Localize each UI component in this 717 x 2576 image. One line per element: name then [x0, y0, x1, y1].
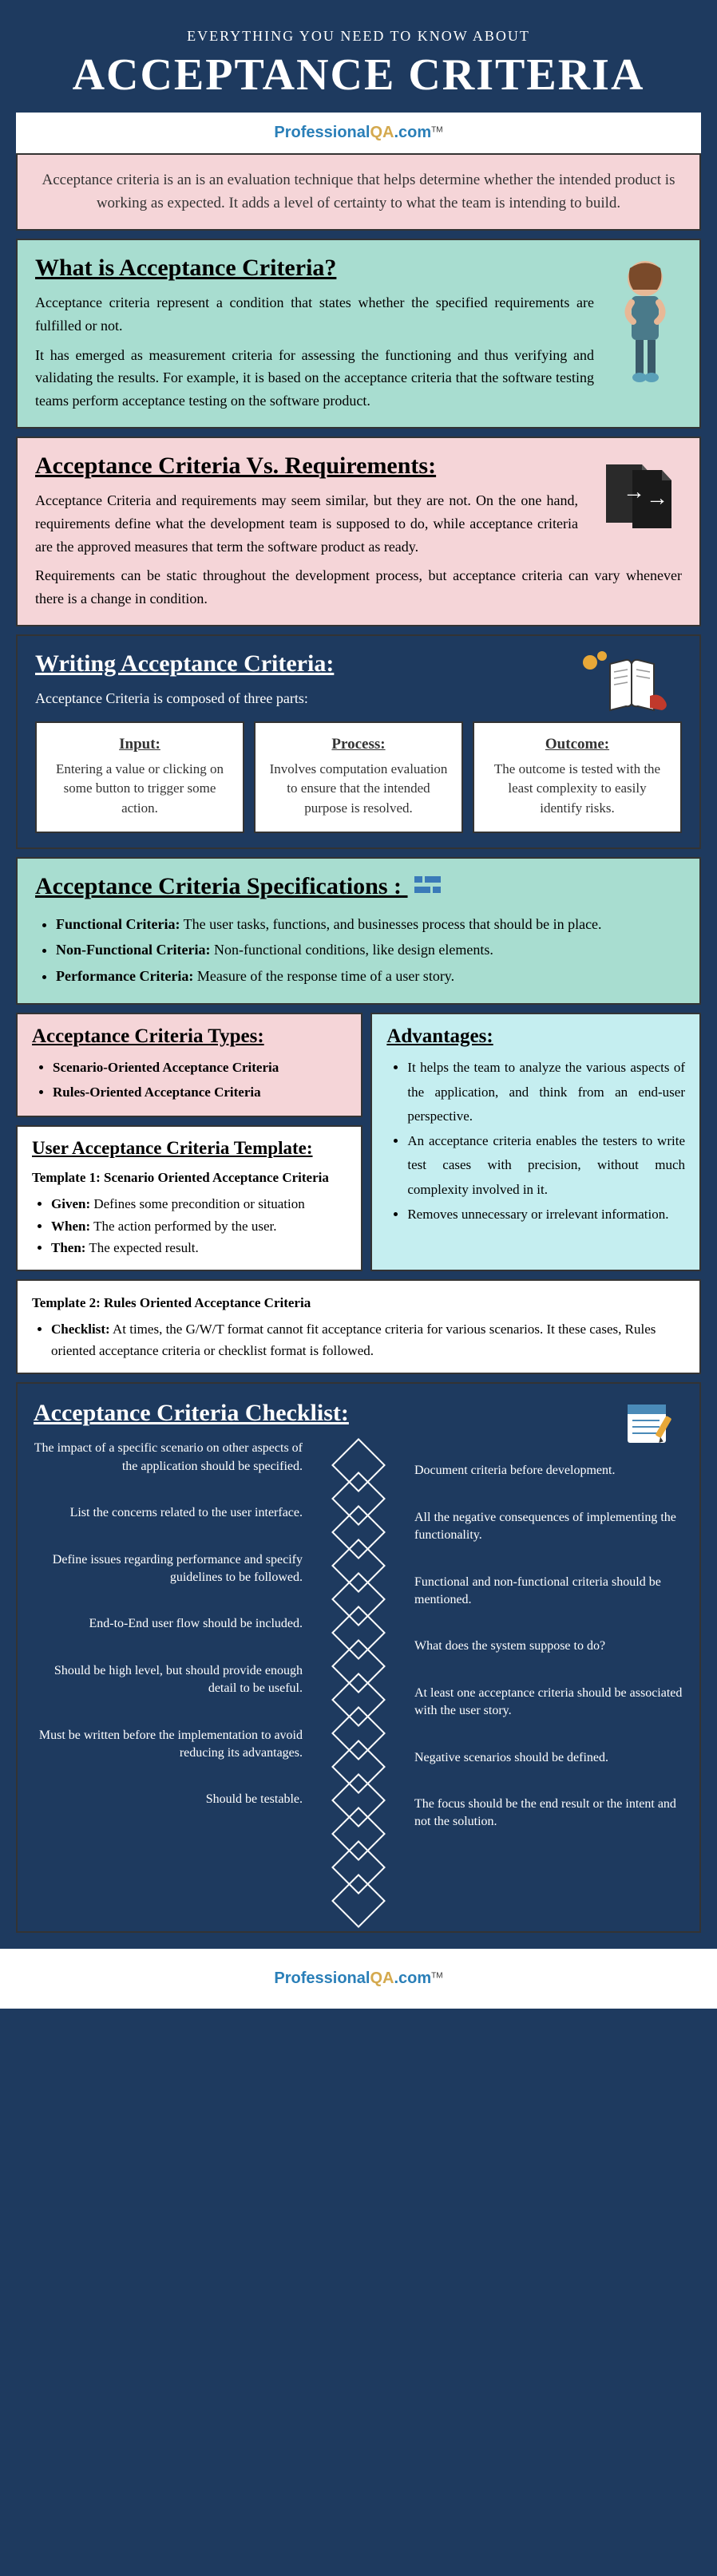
logo-bottom: ProfessionalQA.comTM	[11, 1960, 706, 1997]
s6-list: It helps the team to analyze the various…	[386, 1056, 685, 1227]
intro-box: Acceptance criteria is an is an evaluati…	[16, 153, 701, 231]
s2-title: Acceptance Criteria Vs. Requirements:	[35, 452, 682, 480]
checklist-item: Functional and non-functional criteria s…	[414, 1574, 683, 1610]
section-specifications: Acceptance Criteria Specifications : Fun…	[16, 857, 701, 1005]
checklist-item: Should be high level, but should provide…	[34, 1662, 303, 1698]
section-types: Acceptance Criteria Types: Scenario-Orie…	[16, 1013, 362, 1117]
box-outcome-t: The outcome is tested with the least com…	[487, 760, 667, 819]
s1-title: What is Acceptance Criteria?	[35, 255, 682, 282]
header: EVERYTHING YOU NEED TO KNOW ABOUT ACCEPT…	[16, 16, 701, 113]
s7-t1-item: Given: Defines some precondition or situ…	[51, 1193, 347, 1215]
checklist-item: The impact of a specific scenario on oth…	[34, 1440, 303, 1476]
s7-t2: Template 2: Rules Oriented Acceptance Cr…	[32, 1295, 311, 1310]
logo-qa: QA	[370, 1970, 394, 1987]
section-vs-requirements: →→ Acceptance Criteria Vs. Requirements:…	[16, 437, 701, 626]
section-template: User Acceptance Criteria Template: Templ…	[16, 1125, 362, 1271]
logo-p: Professional	[274, 124, 370, 141]
box-outcome-h: Outcome:	[487, 736, 667, 753]
section-checklist: Acceptance Criteria Checklist: The impac…	[16, 1382, 701, 1933]
s4-item: Performance Criteria: Measure of the res…	[56, 963, 682, 989]
s2-p1: Acceptance Criteria and requirements may…	[35, 489, 682, 558]
checklist-item: All the negative consequences of impleme…	[414, 1509, 683, 1545]
svg-text:→: →	[646, 485, 668, 510]
footer: ProfessionalQA.comTM	[0, 1949, 717, 2009]
svg-text:→: →	[623, 479, 645, 504]
s1-p1: Acceptance criteria represent a conditio…	[35, 291, 682, 338]
s2-p2: Requirements can be static throughout th…	[35, 564, 682, 610]
checklist-item: The focus should be the end result or th…	[414, 1796, 683, 1831]
s5-list: Scenario-Oriented Acceptance Criteria Ru…	[32, 1056, 347, 1104]
checklist-item: List the concerns related to the user in…	[34, 1504, 303, 1522]
logo-tm: TM	[431, 126, 442, 135]
s7-t1-item: Then: The expected result.	[51, 1237, 347, 1258]
logo-com: .com	[394, 124, 431, 141]
three-parts-row: Input: Entering a value or clicking on so…	[35, 721, 682, 833]
person-icon	[608, 256, 683, 388]
logo-p: Professional	[274, 1970, 370, 1987]
box-input-t: Entering a value or clicking on some but…	[50, 760, 230, 819]
section-advantages: Advantages: It helps the team to analyze…	[370, 1013, 701, 1271]
logo-com: .com	[394, 1970, 431, 1987]
section-writing: Writing Acceptance Criteria: Acceptance …	[16, 634, 701, 849]
checklist-item: At least one acceptance criteria should …	[414, 1685, 683, 1721]
diamond-chain	[311, 1440, 406, 1915]
checklist-left: The impact of a specific scenario on oth…	[34, 1440, 311, 1915]
header-pretitle: EVERYTHING YOU NEED TO KNOW ABOUT	[16, 28, 701, 45]
s5-item: Scenario-Oriented Acceptance Criteria	[53, 1056, 347, 1081]
checklist-item: Document criteria before development.	[414, 1462, 683, 1480]
header-title: ACCEPTANCE CRITERIA	[16, 49, 701, 101]
checklist-item: Should be testable.	[34, 1791, 303, 1808]
checklist-item: Must be written before the implementatio…	[34, 1727, 303, 1763]
checklist-item: End-to-End user flow should be included.	[34, 1615, 303, 1633]
logo-tm: TM	[431, 1972, 442, 1981]
section-template2: Template 2: Rules Oriented Acceptance Cr…	[16, 1279, 701, 1375]
s6-title: Advantages:	[386, 1025, 685, 1048]
logo-top: ProfessionalQA.comTM	[16, 114, 701, 152]
s6-item: An acceptance criteria enables the teste…	[407, 1129, 685, 1203]
box-input-h: Input:	[50, 736, 230, 753]
s5-item: Rules-Oriented Acceptance Criteria	[53, 1081, 347, 1105]
box-process: Process: Involves computation evaluation …	[254, 721, 463, 833]
documents-icon: →→	[594, 452, 682, 536]
checklist-right: Document criteria before development. Al…	[406, 1440, 683, 1915]
box-input: Input: Entering a value or clicking on so…	[35, 721, 244, 833]
s7-body: Template 1: Scenario Oriented Acceptance…	[32, 1167, 347, 1258]
s5-title: Acceptance Criteria Types:	[32, 1025, 347, 1048]
box-outcome: Outcome: The outcome is tested with the l…	[473, 721, 682, 833]
s8-title: Acceptance Criteria Checklist:	[34, 1400, 683, 1427]
section-what-is: What is Acceptance Criteria? Acceptance …	[16, 239, 701, 429]
s6-item: It helps the team to analyze the various…	[407, 1056, 685, 1129]
s7-title: User Acceptance Criteria Template:	[32, 1138, 347, 1159]
book-icon	[574, 648, 682, 720]
s1-p2: It has emerged as measurement criteria f…	[35, 344, 682, 413]
s6-item: Removes unnecessary or irrelevant inform…	[407, 1203, 685, 1227]
box-process-t: Involves computation evaluation to ensur…	[268, 760, 449, 819]
box-process-h: Process:	[268, 736, 449, 753]
s4-title: Acceptance Criteria Specifications :	[35, 873, 682, 902]
spec-icon	[414, 875, 442, 902]
logo-qa: QA	[370, 124, 394, 141]
checklist-item: Define issues regarding performance and …	[34, 1551, 303, 1587]
s7-t2-item: Checklist: At times, the G/W/T format ca…	[51, 1318, 685, 1361]
checklist-item: Negative scenarios should be defined.	[414, 1749, 683, 1767]
s4-list: Functional Criteria: The user tasks, fun…	[35, 911, 682, 989]
checklist-item: What does the system suppose to do?	[414, 1638, 683, 1655]
s7-t1: Template 1: Scenario Oriented Acceptance…	[32, 1170, 329, 1185]
checklist-icon	[624, 1400, 680, 1448]
s4-item: Non-Functional Criteria: Non-functional …	[56, 937, 682, 962]
s4-item: Functional Criteria: The user tasks, fun…	[56, 911, 682, 937]
s7-t1-item: When: The action performed by the user.	[51, 1215, 347, 1237]
